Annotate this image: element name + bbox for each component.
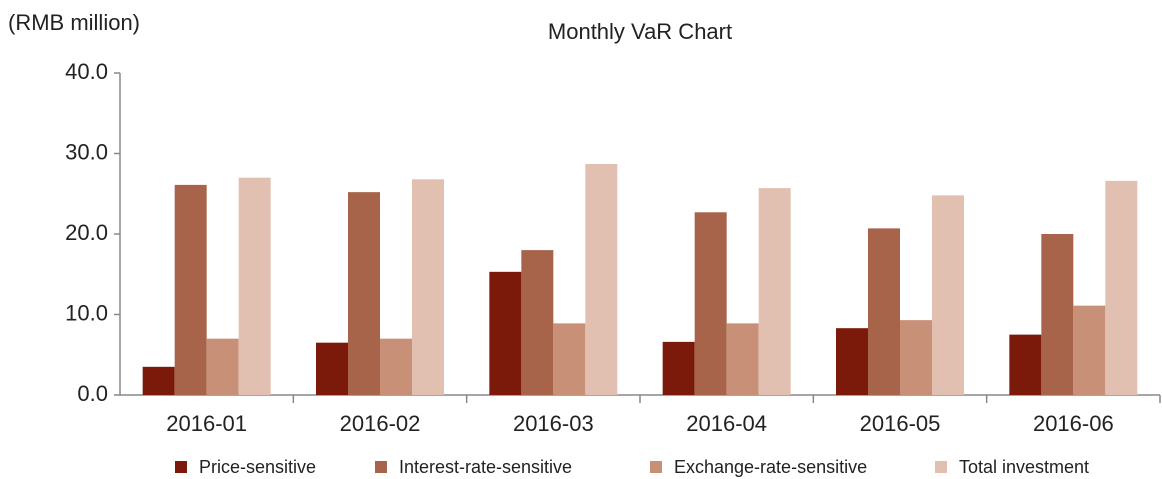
- bar: [900, 320, 932, 395]
- y-tick-label: 30.0: [65, 139, 108, 164]
- x-tick-label: 2016-03: [513, 411, 594, 436]
- bar: [932, 195, 964, 395]
- legend-swatch: [935, 461, 947, 473]
- x-tick-label: 2016-02: [340, 411, 421, 436]
- bar: [585, 163, 618, 395]
- y-tick-label: 40.0: [65, 59, 108, 84]
- bar: [726, 323, 759, 395]
- legend-label: Total investment: [959, 457, 1089, 477]
- bar: [1105, 180, 1138, 395]
- bar: [348, 192, 380, 395]
- y-axis-label: (RMB million): [8, 10, 140, 35]
- bar: [868, 228, 900, 395]
- y-tick-label: 0.0: [77, 381, 108, 406]
- bar: [694, 212, 727, 395]
- bar: [836, 328, 868, 395]
- bar: [1041, 234, 1074, 395]
- bar: [412, 179, 444, 395]
- bar: [316, 342, 348, 395]
- legend-label: Interest-rate-sensitive: [399, 457, 572, 477]
- x-tick-label: 2016-05: [860, 411, 941, 436]
- bar: [662, 341, 695, 395]
- x-tick-label: 2016-01: [166, 411, 247, 436]
- bar: [553, 323, 586, 395]
- bar: [206, 338, 239, 395]
- y-tick-label: 10.0: [65, 300, 108, 325]
- bar: [380, 338, 412, 395]
- bar: [238, 177, 271, 395]
- bar: [174, 184, 207, 395]
- legend-swatch: [175, 461, 187, 473]
- x-tick-label: 2016-06: [1033, 411, 1114, 436]
- x-tick-label: 2016-04: [686, 411, 767, 436]
- bar: [489, 271, 522, 395]
- legend-label: Price-sensitive: [199, 457, 316, 477]
- legend-swatch: [650, 461, 662, 473]
- bar: [758, 188, 791, 395]
- bar: [142, 366, 175, 395]
- y-tick-label: 20.0: [65, 220, 108, 245]
- bar: [1073, 305, 1106, 395]
- chart-title: Monthly VaR Chart: [548, 19, 732, 44]
- bar: [521, 250, 554, 395]
- bar: [1009, 334, 1042, 395]
- legend-label: Exchange-rate-sensitive: [674, 457, 867, 477]
- legend-swatch: [375, 461, 387, 473]
